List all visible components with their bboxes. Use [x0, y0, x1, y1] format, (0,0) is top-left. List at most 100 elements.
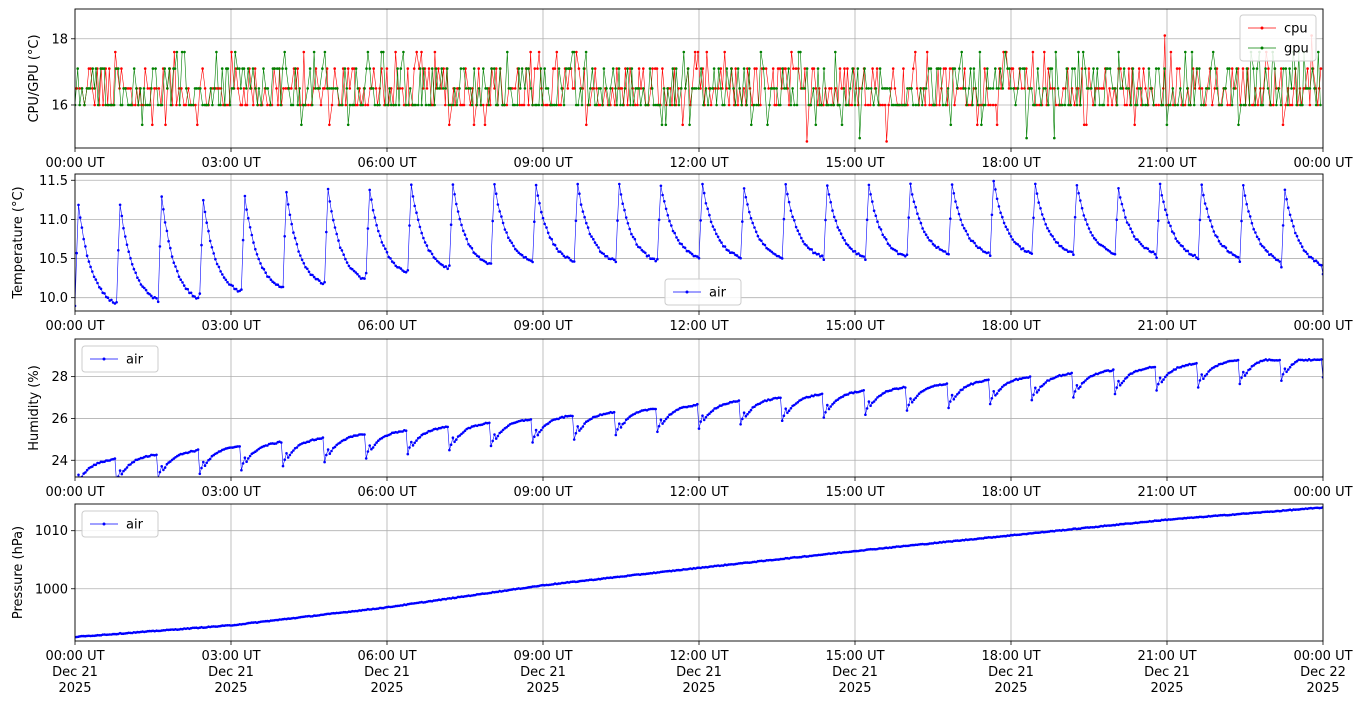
point: [612, 258, 616, 262]
point: [590, 417, 593, 421]
point: [906, 87, 909, 90]
point: [1219, 242, 1222, 246]
point: [886, 242, 890, 245]
point: [91, 465, 94, 468]
point: [490, 67, 493, 70]
point: [1002, 221, 1006, 225]
point: [415, 50, 419, 54]
point: [764, 67, 768, 70]
point: [1262, 246, 1266, 249]
point: [82, 237, 85, 241]
point: [162, 468, 165, 472]
point: [898, 103, 902, 107]
point: [978, 50, 982, 54]
point: [1096, 87, 1099, 90]
point: [380, 241, 384, 244]
point: [442, 67, 445, 70]
point: [1242, 370, 1245, 374]
point: [384, 103, 387, 107]
point: [639, 103, 642, 107]
point: [742, 187, 746, 190]
point: [333, 445, 337, 449]
point: [1047, 67, 1050, 70]
point: [189, 291, 193, 295]
point: [664, 417, 668, 421]
point: [143, 286, 146, 290]
point: [618, 182, 621, 186]
point: [617, 67, 621, 70]
point: [704, 416, 708, 419]
point: [1111, 87, 1114, 90]
point: [533, 67, 537, 70]
point: [465, 237, 469, 241]
point: [132, 267, 136, 271]
point: [399, 267, 403, 270]
point: [310, 103, 314, 107]
point: [356, 87, 360, 90]
point: [1224, 246, 1228, 249]
point: [749, 216, 753, 220]
point: [489, 262, 493, 265]
point: [744, 195, 748, 199]
x-tick-label: 12:00 UT: [669, 485, 728, 500]
point: [472, 123, 476, 127]
point: [655, 67, 659, 70]
point: [1177, 517, 1181, 520]
point: [200, 243, 203, 247]
point: [184, 103, 188, 107]
point: [571, 414, 574, 418]
point: [460, 223, 463, 227]
point: [640, 248, 644, 252]
point: [205, 103, 208, 107]
point: [208, 457, 212, 461]
point: [887, 103, 890, 107]
point: [1113, 252, 1117, 256]
x-tick-date: 2025: [214, 681, 247, 696]
point: [245, 460, 248, 464]
point: [800, 87, 804, 90]
point: [163, 221, 167, 224]
point: [330, 449, 333, 453]
point: [1167, 103, 1170, 107]
point: [458, 87, 461, 90]
point: [949, 217, 952, 220]
point: [583, 422, 586, 425]
point: [537, 50, 541, 54]
point: [828, 87, 831, 90]
point: [598, 103, 602, 107]
point: [358, 275, 361, 278]
point: [196, 448, 200, 451]
point: [626, 103, 629, 107]
point: [106, 103, 110, 107]
point: [778, 67, 782, 70]
legend-box: [1239, 14, 1317, 62]
point: [1301, 103, 1304, 107]
point: [1035, 192, 1039, 195]
x-tick-label: 21:00 UT: [1137, 319, 1196, 334]
point: [846, 243, 850, 247]
point: [671, 67, 675, 70]
point: [723, 245, 727, 248]
point: [666, 214, 670, 217]
point: [491, 439, 495, 443]
point: [915, 87, 919, 90]
point: [820, 103, 823, 107]
x-tick-date: Dec 21: [520, 665, 566, 680]
point: [1288, 365, 1292, 369]
point: [971, 103, 974, 107]
point: [513, 87, 517, 90]
point: [612, 410, 616, 414]
point: [1053, 238, 1056, 241]
point: [878, 225, 881, 229]
point: [881, 87, 884, 90]
x-tick-label: 15:00 UT: [825, 649, 884, 664]
point: [1106, 67, 1109, 70]
x-tick-label: 03:00 UT: [201, 485, 260, 500]
point: [1117, 379, 1120, 383]
x-tick-label: 21:00 UT: [1137, 485, 1196, 500]
point: [266, 103, 269, 107]
point: [1178, 67, 1181, 70]
point: [85, 254, 89, 257]
point: [578, 192, 581, 195]
